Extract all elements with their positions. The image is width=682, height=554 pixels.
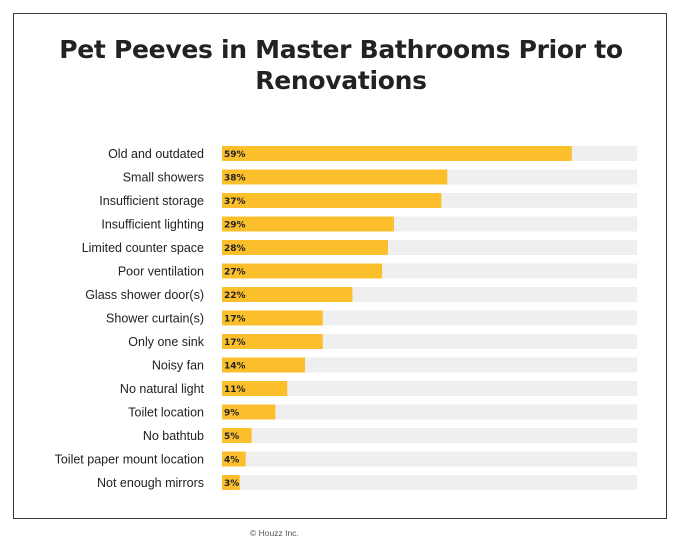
bar-track bbox=[222, 381, 637, 396]
category-label: Only one sink bbox=[128, 335, 204, 349]
category-label: Poor ventilation bbox=[118, 264, 204, 278]
bar bbox=[222, 475, 240, 490]
bar-track bbox=[222, 310, 637, 326]
category-label: Noisy fan bbox=[152, 358, 204, 372]
bar bbox=[222, 146, 572, 161]
bar bbox=[222, 193, 442, 208]
bar bbox=[222, 404, 276, 420]
bar-track bbox=[222, 404, 637, 420]
bar bbox=[222, 428, 252, 443]
data-label: 11% bbox=[224, 385, 246, 395]
data-label: 38% bbox=[224, 173, 246, 183]
data-label: 3% bbox=[224, 479, 239, 489]
category-label: Toilet location bbox=[128, 405, 204, 419]
category-label: Limited counter space bbox=[82, 241, 204, 255]
category-label: Not enough mirrors bbox=[97, 476, 204, 490]
bar-track bbox=[222, 357, 637, 373]
bar bbox=[222, 310, 323, 326]
bar bbox=[222, 240, 388, 255]
bar-track bbox=[222, 475, 637, 490]
chart-title: Pet Peeves in Master Bathrooms Prior to … bbox=[59, 35, 623, 95]
data-label: 5% bbox=[224, 432, 239, 442]
data-label: 29% bbox=[224, 220, 246, 230]
category-label: Small showers bbox=[123, 170, 204, 184]
bar bbox=[222, 451, 246, 467]
bar-track bbox=[222, 334, 637, 349]
category-label: Insufficient storage bbox=[99, 194, 204, 208]
data-label: 4% bbox=[224, 455, 239, 465]
data-label: 17% bbox=[224, 338, 246, 348]
data-label: 37% bbox=[224, 197, 246, 207]
data-label: 59% bbox=[224, 150, 246, 160]
bar bbox=[222, 334, 323, 349]
bar bbox=[222, 287, 353, 302]
bar bbox=[222, 169, 448, 185]
data-label: 9% bbox=[224, 408, 239, 418]
bar bbox=[222, 357, 305, 373]
bar bbox=[222, 381, 288, 396]
bar bbox=[222, 263, 383, 279]
data-label: 27% bbox=[224, 267, 246, 277]
data-label: 28% bbox=[224, 244, 246, 254]
data-label: 22% bbox=[224, 291, 246, 301]
category-label: Insufficient lighting bbox=[101, 217, 204, 231]
category-label: Shower curtain(s) bbox=[106, 311, 204, 325]
category-label: Glass shower door(s) bbox=[85, 288, 204, 302]
data-label: 17% bbox=[224, 314, 246, 324]
copyright-credit: © Houzz Inc. bbox=[250, 528, 299, 538]
bar-track bbox=[222, 451, 637, 467]
data-label: 14% bbox=[224, 361, 246, 371]
category-label: Toilet paper mount location bbox=[55, 452, 204, 466]
category-label: No bathtub bbox=[143, 429, 204, 443]
bar-track bbox=[222, 428, 637, 443]
category-label: Old and outdated bbox=[108, 147, 204, 161]
category-label: No natural light bbox=[120, 382, 205, 396]
bar bbox=[222, 216, 394, 232]
